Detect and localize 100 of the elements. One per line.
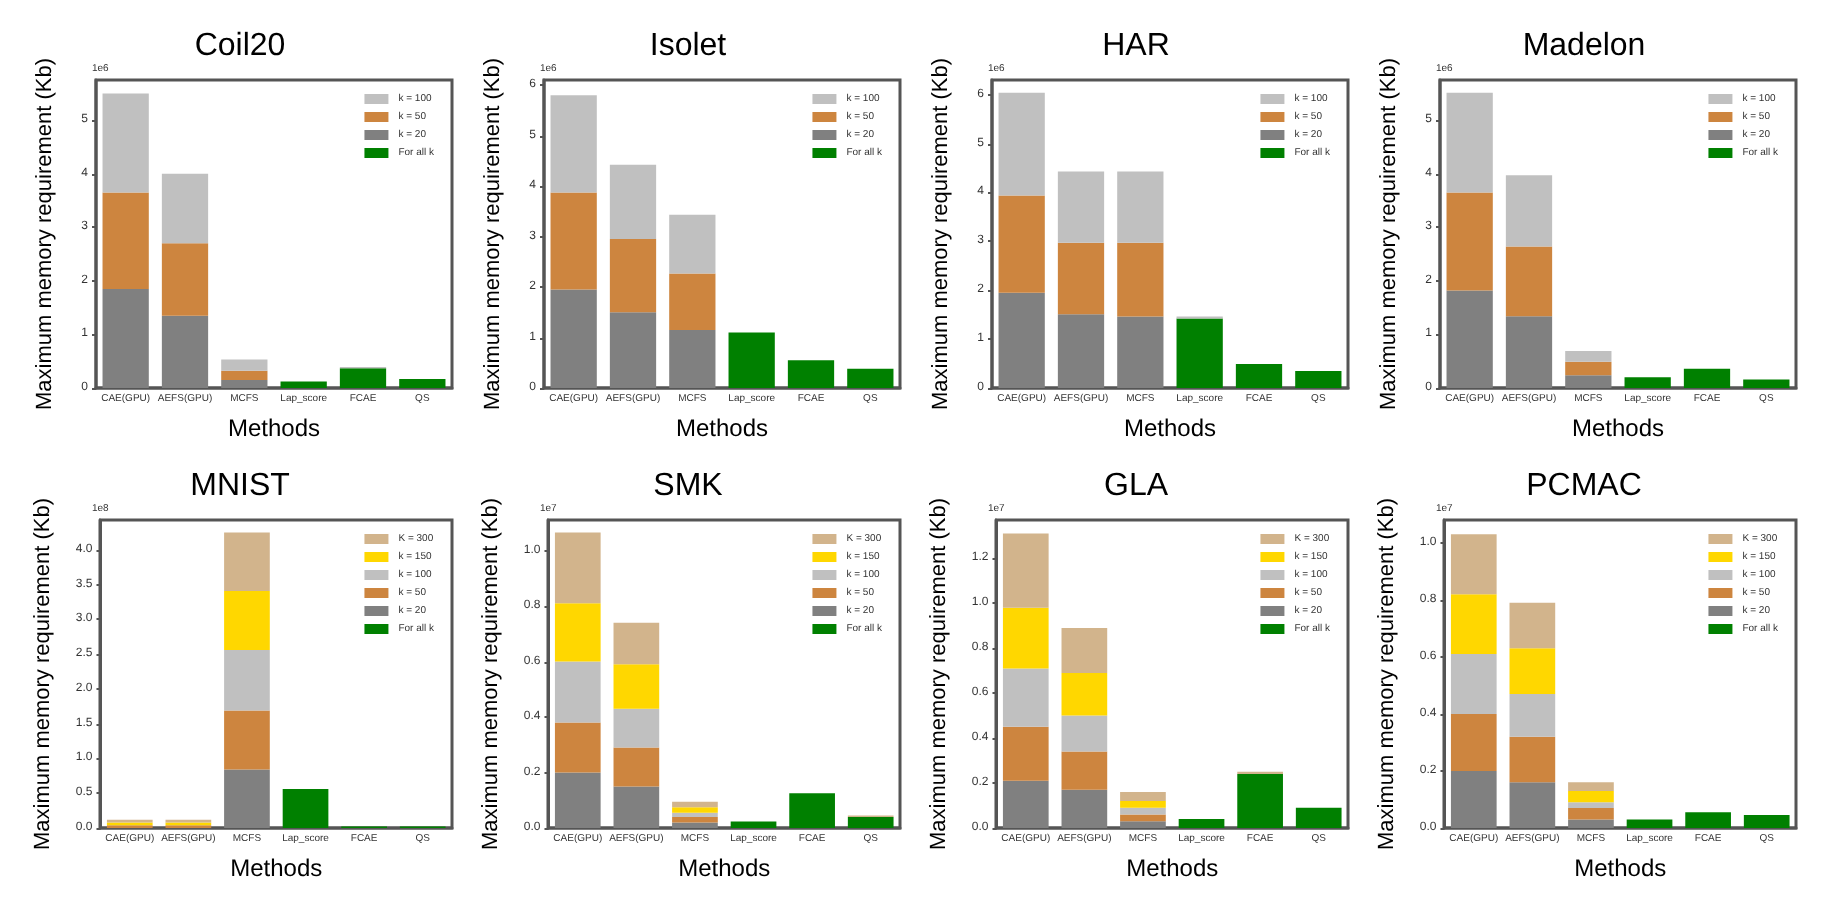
bar	[1117, 171, 1164, 243]
y-axis-title: Maximum memory requirement (Kb)	[927, 497, 951, 851]
bar	[1565, 375, 1612, 388]
bar	[1446, 290, 1493, 388]
bar	[554, 661, 601, 723]
bar	[1565, 351, 1612, 362]
bar	[102, 93, 149, 193]
bar	[1117, 242, 1164, 317]
bar	[221, 370, 268, 380]
bar	[224, 650, 270, 711]
x-axis-title: Methods	[230, 854, 323, 882]
x-axis-title: Methods	[678, 854, 771, 882]
bar	[613, 747, 660, 787]
bar	[672, 801, 718, 808]
bar	[1002, 668, 1049, 727]
bar	[1061, 627, 1108, 673]
bar	[1120, 801, 1166, 808]
bar	[1002, 780, 1049, 828]
bar	[161, 315, 209, 388]
bar	[1120, 814, 1166, 822]
bar	[1061, 789, 1108, 828]
bar	[102, 288, 149, 388]
bar	[1509, 736, 1556, 783]
bar	[998, 292, 1045, 388]
bar	[1061, 751, 1108, 790]
bar	[1626, 819, 1673, 828]
bar	[224, 769, 270, 828]
y-axis-title: Maximum memory requirement (Kb)	[33, 57, 57, 411]
bar	[609, 164, 657, 240]
bar	[1565, 361, 1612, 376]
bar	[1509, 648, 1556, 694]
bar	[609, 312, 657, 388]
x-axis-title: Methods	[227, 414, 321, 442]
bar	[550, 192, 597, 290]
bar	[1505, 316, 1553, 388]
bar	[672, 822, 718, 828]
bar	[224, 590, 270, 651]
chart-title: Isolet	[649, 29, 728, 63]
bar	[1450, 534, 1497, 595]
bar	[1568, 808, 1614, 820]
bar	[787, 360, 835, 388]
x-axis-title: Methods	[1126, 854, 1219, 882]
bar	[613, 786, 660, 828]
bar	[1450, 594, 1497, 655]
bar	[399, 378, 446, 388]
bar	[1117, 316, 1164, 388]
chart-title: Madelon	[1522, 29, 1646, 63]
bar	[1002, 533, 1049, 608]
bar	[1683, 368, 1731, 388]
bar	[161, 243, 209, 316]
bar	[1120, 792, 1166, 802]
bar	[1178, 819, 1225, 828]
bar	[609, 239, 657, 313]
bar	[1568, 819, 1614, 828]
bar	[669, 214, 716, 274]
bar	[161, 173, 209, 244]
bar	[1568, 782, 1614, 791]
bar	[554, 532, 601, 604]
bar	[221, 379, 268, 388]
bar	[1743, 814, 1790, 828]
bar	[1235, 364, 1283, 388]
bar	[1509, 693, 1556, 737]
bar	[1568, 790, 1614, 803]
bar	[1237, 774, 1283, 828]
bar	[554, 772, 601, 828]
bar	[339, 368, 387, 388]
bar	[1120, 807, 1166, 815]
bar	[554, 722, 601, 773]
bar	[669, 273, 716, 330]
bar	[1624, 377, 1671, 388]
bar	[847, 368, 894, 388]
y-axis-title: Maximum memory requirement (Kb)	[479, 497, 503, 851]
bar	[847, 816, 894, 828]
bar	[1568, 802, 1614, 809]
chart-title: SMK	[653, 469, 724, 503]
bar	[1057, 314, 1105, 388]
bar	[282, 789, 329, 828]
bar	[789, 793, 835, 828]
bar	[613, 708, 660, 748]
y-axis-title: Maximum memory requirement (Kb)	[929, 57, 953, 411]
bar	[669, 329, 716, 388]
bar	[1120, 821, 1166, 828]
bar	[1002, 726, 1049, 781]
bar	[672, 807, 718, 813]
chart-title: MNIST	[190, 469, 291, 503]
bar	[1509, 602, 1556, 649]
bar	[550, 289, 597, 388]
bar	[1743, 379, 1790, 388]
bar	[1057, 242, 1105, 315]
chart-title: GLA	[1103, 469, 1169, 503]
bar	[1057, 171, 1105, 243]
chart-title: HAR	[1102, 29, 1170, 63]
x-axis-title: Methods	[1574, 854, 1667, 882]
y-axis-title: Maximum memory requirement (Kb)	[481, 57, 505, 411]
bar	[1295, 370, 1342, 388]
bar	[1685, 812, 1731, 828]
chart-title: PCMAC	[1526, 469, 1642, 503]
bar	[1061, 715, 1108, 752]
bar	[224, 710, 270, 770]
bar	[221, 359, 268, 371]
